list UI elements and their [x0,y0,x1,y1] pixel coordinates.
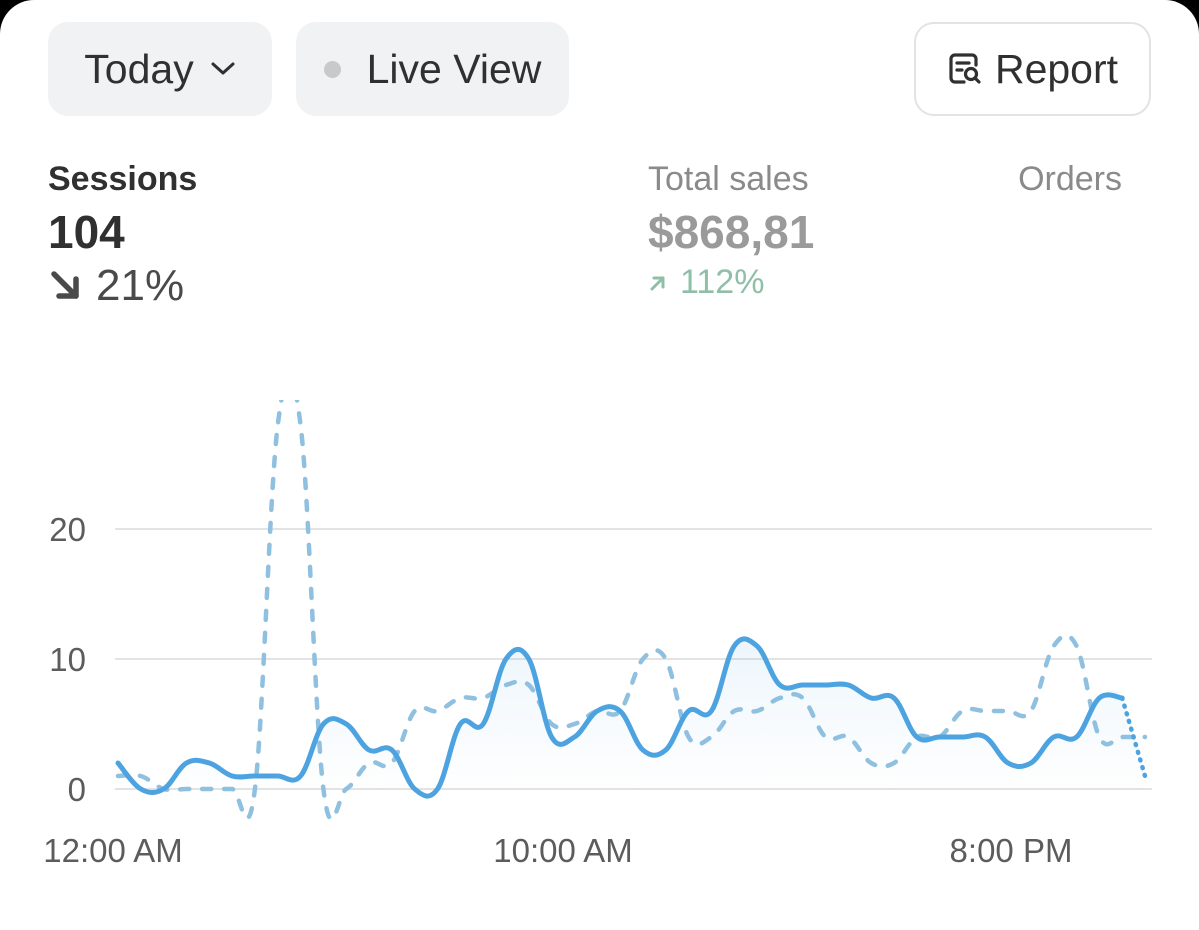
total-sales-metric[interactable]: Total sales $868,81 112% [648,160,814,302]
x-tick-label: 10:00 AM [493,832,632,869]
total-sales-value: $868,81 [648,206,815,258]
sessions-change: 21% [48,261,197,311]
report-label: Report [994,45,1119,92]
current-series-projection [1119,695,1148,779]
report-search-icon [947,51,983,87]
chevron-down-icon [210,61,236,77]
arrow-up-right-icon [648,273,668,293]
sessions-metric[interactable]: Sessions 104 21% [48,160,197,311]
arrow-down-right-icon [48,268,84,304]
total-sales-change: 112% [648,263,814,302]
report-button[interactable]: Report [914,22,1151,116]
y-tick-label: 20 [49,511,86,548]
total-sales-label: Total sales [648,160,809,198]
sessions-label: Sessions [48,160,198,198]
orders-label: Orders [1018,160,1122,198]
x-tick-label: 8:00 PM [950,832,1073,869]
current-series-line [115,636,1125,799]
sessions-change-value: 21% [96,261,185,310]
sessions-line-chart: 0 10 20 12:00 AM 10:00 AM 8:00 PM [43,400,1152,869]
date-range-label: Today [84,45,194,92]
sessions-value: 104 [48,206,125,258]
orders-metric[interactable]: Orders [1018,160,1122,199]
live-view-button[interactable]: Live View [296,22,569,116]
current-series-area [118,638,1145,797]
total-sales-change-value: 112% [680,263,765,301]
y-tick-label: 10 [49,641,86,678]
live-view-label: Live View [366,45,542,92]
date-range-button[interactable]: Today [48,22,272,116]
status-dot-icon [323,60,341,78]
y-tick-label: 0 [68,771,86,808]
x-tick-label: 12:00 AM [43,832,182,869]
